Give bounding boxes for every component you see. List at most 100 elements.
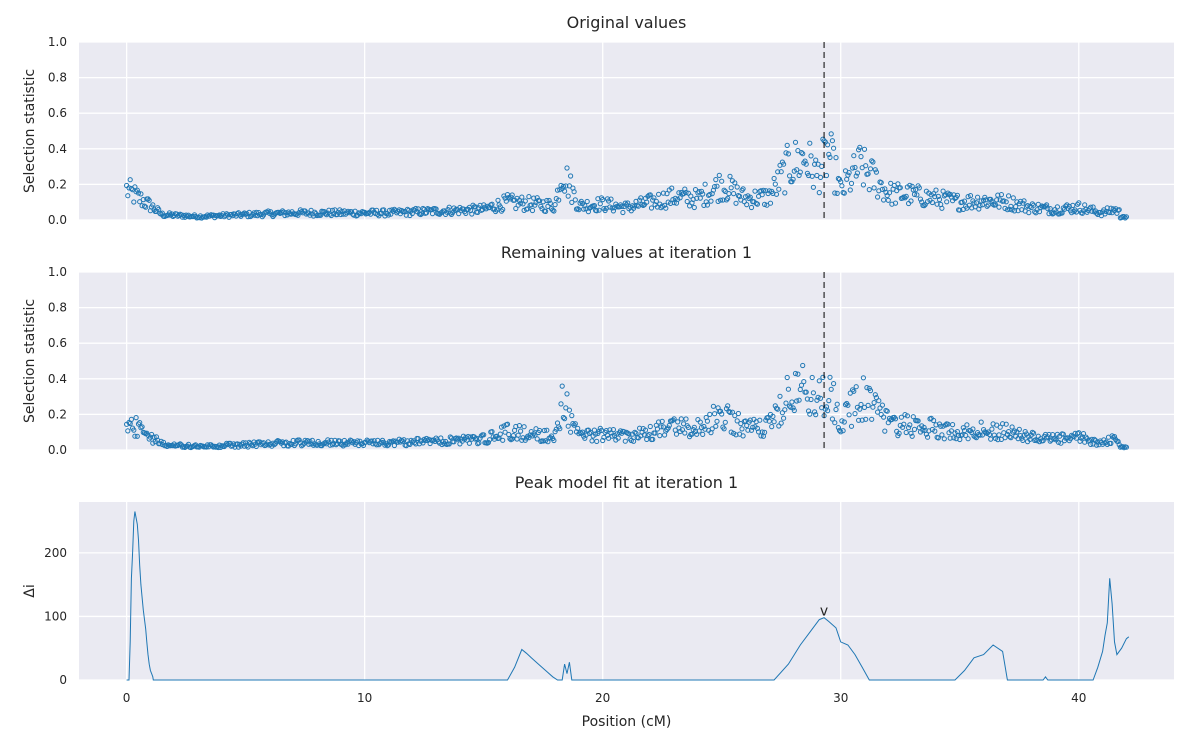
data-point <box>689 431 695 437</box>
data-point <box>515 432 521 438</box>
data-point <box>597 201 603 207</box>
data-point <box>497 431 503 437</box>
data-point <box>885 197 891 203</box>
x-tick-label: 10 <box>357 691 372 705</box>
data-point <box>848 423 855 429</box>
data-point <box>337 438 343 444</box>
data-point <box>582 435 588 441</box>
data-point <box>775 169 781 175</box>
data-point <box>565 423 571 429</box>
data-point <box>853 173 859 179</box>
data-point <box>932 428 938 434</box>
data-point <box>456 435 462 441</box>
data-point <box>185 441 192 447</box>
data-point <box>781 415 787 421</box>
data-point <box>712 411 718 417</box>
data-point <box>694 431 700 437</box>
data-point <box>744 422 750 429</box>
data-point <box>788 404 794 410</box>
data-point <box>882 428 888 434</box>
y-axis-label: Selection statistic <box>22 299 38 423</box>
data-point <box>871 400 877 406</box>
panel-title: Original values <box>567 13 687 32</box>
data-point <box>932 194 938 200</box>
data-point <box>600 437 606 444</box>
data-point <box>712 184 718 190</box>
data-point <box>815 161 821 167</box>
panel-title: Peak model fit at iteration 1 <box>515 473 738 492</box>
data-point <box>1080 431 1087 437</box>
data-point <box>345 208 351 214</box>
data-point <box>896 430 902 436</box>
data-point <box>509 192 515 198</box>
data-point <box>766 418 772 424</box>
data-point <box>933 187 939 193</box>
data-point <box>371 438 377 444</box>
data-point <box>866 187 872 193</box>
data-point <box>829 416 836 422</box>
data-point <box>908 430 914 436</box>
plot-area <box>79 272 1174 450</box>
data-point <box>851 153 857 159</box>
data-point <box>931 191 937 197</box>
data-point <box>776 186 782 192</box>
data-point <box>754 201 761 207</box>
data-point <box>151 434 157 440</box>
data-point <box>526 194 532 200</box>
data-point <box>748 204 755 211</box>
data-point <box>125 428 131 434</box>
data-point <box>1077 438 1083 444</box>
data-point <box>653 198 659 204</box>
data-point <box>828 386 834 392</box>
data-point <box>646 431 652 438</box>
x-axis-label: Position (cM) <box>582 714 672 730</box>
data-point <box>915 418 921 424</box>
data-point <box>534 436 540 442</box>
data-point <box>465 433 471 440</box>
data-point <box>710 403 717 409</box>
data-point <box>310 442 317 448</box>
data-point <box>628 437 634 444</box>
data-point <box>975 194 981 200</box>
data-point <box>881 414 887 420</box>
data-point <box>381 207 387 213</box>
data-point <box>543 208 549 214</box>
data-point <box>773 191 780 197</box>
data-point <box>540 438 546 444</box>
data-point <box>406 207 412 213</box>
data-point <box>700 191 706 197</box>
data-point <box>354 438 361 444</box>
data-point <box>565 193 571 199</box>
data-point <box>700 431 706 437</box>
data-point <box>128 416 134 422</box>
data-point <box>532 432 538 438</box>
data-point <box>228 211 234 218</box>
data-point <box>522 198 528 204</box>
data-point <box>568 429 574 435</box>
data-point <box>1052 436 1058 442</box>
data-point <box>688 193 694 199</box>
data-point <box>1114 210 1120 216</box>
data-point <box>796 397 802 403</box>
data-point <box>1082 202 1088 208</box>
data-point <box>1020 437 1026 443</box>
data-point <box>863 416 869 422</box>
data-point <box>851 388 857 394</box>
data-point <box>559 383 565 389</box>
data-point <box>829 138 836 144</box>
y-tick-label: 0 <box>59 673 67 687</box>
data-point <box>295 212 301 218</box>
data-point <box>1111 434 1118 440</box>
data-point <box>652 430 658 436</box>
data-point <box>569 199 575 205</box>
data-point <box>910 414 916 420</box>
data-point <box>656 419 662 425</box>
data-point <box>760 187 767 193</box>
data-point <box>660 424 667 430</box>
data-point <box>1070 202 1076 208</box>
data-point <box>641 432 648 438</box>
data-point <box>848 180 855 186</box>
data-point <box>1021 198 1027 204</box>
data-point <box>727 173 733 179</box>
data-point <box>834 190 840 196</box>
